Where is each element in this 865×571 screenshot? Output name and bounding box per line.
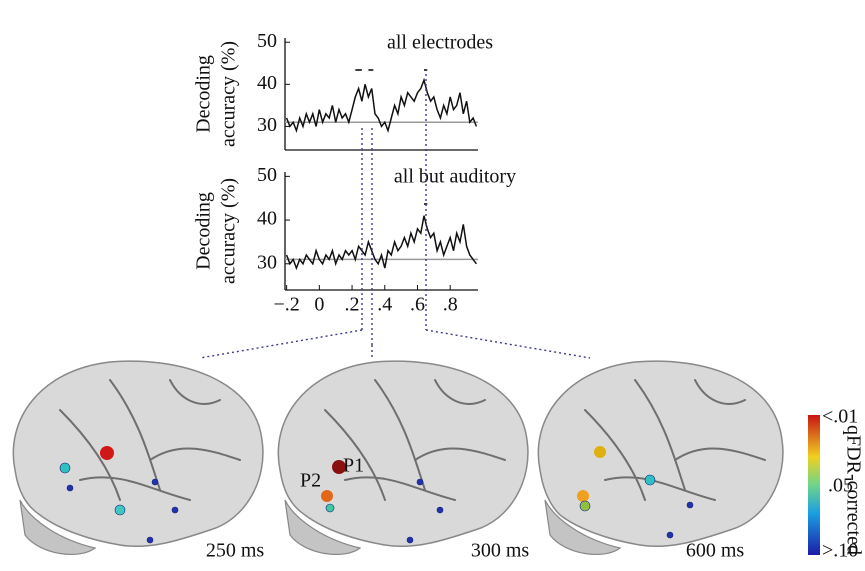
x-tick-label: .6 — [410, 294, 425, 316]
electrode-label: P2 — [300, 470, 321, 492]
chart-title: all electrodes — [387, 32, 493, 54]
y-axis-label: Decoding — [193, 55, 215, 133]
colorbar-tick: >.10 — [822, 540, 858, 562]
colorbar-tick: <.01 — [822, 406, 858, 428]
y-tick-label: 50 — [257, 30, 277, 52]
y-axis-label: Decoding — [193, 192, 215, 270]
x-tick-label: .8 — [443, 294, 458, 316]
colorbar-scale — [808, 415, 820, 555]
brain-panel: 250 ms — [12, 360, 265, 562]
time-label: 600 ms — [686, 540, 745, 562]
data-line — [285, 77, 478, 134]
time-label: 250 ms — [206, 540, 265, 562]
chart-title: all but auditory — [394, 166, 516, 188]
y-tick-label: 30 — [257, 251, 277, 273]
y-axis-label: accuracy (%) — [218, 178, 240, 284]
brain-panel: 600 ms — [537, 360, 784, 562]
brain-panel: P1 P2 300 ms — [277, 360, 530, 562]
y-tick-label: 50 — [257, 164, 277, 186]
colorbar-title: qFDR-corrected — [842, 425, 864, 555]
y-axis-label: accuracy (%) — [218, 41, 240, 147]
y-tick-label: 40 — [257, 208, 277, 230]
x-tick-label: .2 — [345, 294, 360, 316]
colorbar: <.01 .05 >.10 qFDR-corrected — [808, 406, 864, 562]
x-tick-label: −.2 — [273, 294, 299, 316]
electrode-label: P1 — [343, 455, 364, 477]
x-tick-label: 0 — [314, 294, 324, 316]
y-tick-label: 30 — [257, 114, 277, 136]
x-tick-label: .4 — [377, 294, 392, 316]
data-line — [285, 215, 477, 271]
colorbar-tick: .05 — [828, 475, 853, 497]
y-tick-label: 40 — [257, 72, 277, 94]
time-label: 300 ms — [471, 540, 530, 562]
connectors — [199, 74, 591, 359]
